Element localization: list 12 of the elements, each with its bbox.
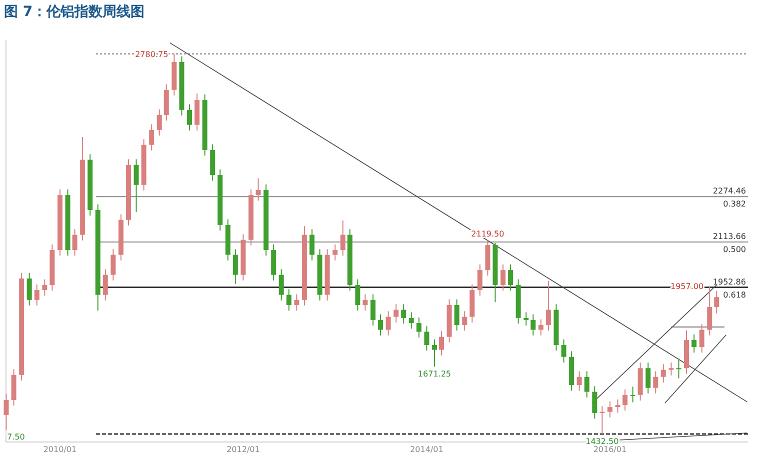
annotation: 1671.25 [418, 370, 452, 379]
chart-title: 图 7：伦铝指数周线图 [4, 4, 145, 20]
annotation: 1432.50 [586, 436, 619, 446]
annotation: 7.50 [7, 432, 25, 442]
ref-line-label: 1952.86 0.618 [712, 277, 746, 300]
x-tick-label: 2014/01 [410, 445, 444, 454]
x-tick-label: 2012/01 [226, 445, 260, 454]
x-tick-label: 2016/01 [593, 445, 627, 454]
ref-line-label: 2113.66 0.500 [712, 232, 746, 254]
ref-line-label: 2274.46 0.382 [712, 186, 746, 209]
x-tick-label: 2010/01 [43, 445, 77, 454]
annotation: 2780.75 [135, 50, 168, 59]
